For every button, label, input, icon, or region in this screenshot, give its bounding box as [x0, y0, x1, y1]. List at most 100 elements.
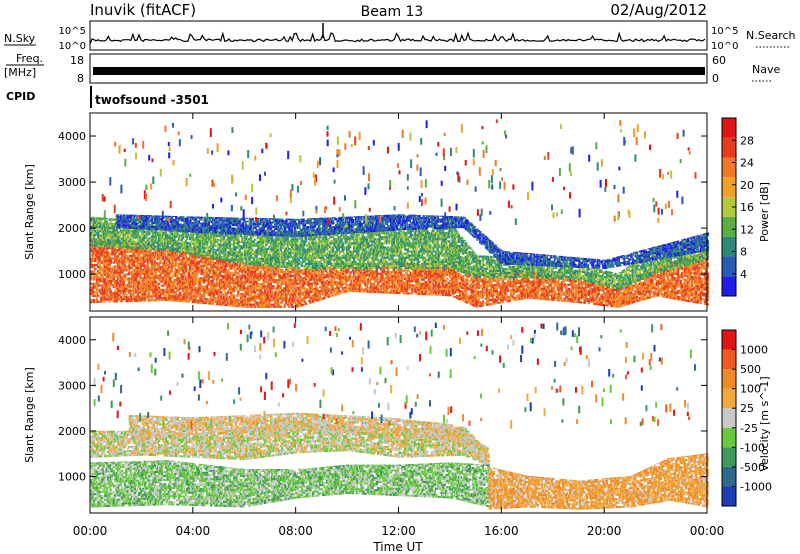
nsearch-tick-top: 10^5 [711, 26, 738, 37]
heat-cell-0 [364, 280, 366, 282]
heat-cell-0 [421, 291, 423, 293]
heat-cell-0 [223, 289, 225, 291]
heat-cell-0 [346, 272, 348, 274]
heat-cell-0 [169, 293, 171, 295]
heat-cell-0 [123, 282, 125, 284]
heat-cell-0 [203, 273, 205, 275]
heat-cell-0 [377, 287, 379, 289]
heat-cell-0 [350, 271, 352, 273]
heat-cell-0 [284, 291, 286, 293]
heat-cell-0 [442, 284, 444, 286]
heat-cell-0 [364, 278, 366, 280]
heat-cell-0 [280, 285, 282, 287]
heat-cell-0 [202, 271, 204, 273]
heat-cell-0 [507, 280, 509, 282]
heat-cell-0 [292, 289, 294, 291]
heat-cell-0 [124, 253, 126, 255]
heat-cell-0 [159, 297, 161, 299]
heat-cell-0 [243, 306, 245, 308]
heat-cell-0 [432, 287, 434, 289]
heat-cell-0 [332, 295, 334, 297]
heat-cell-0 [493, 294, 495, 296]
heat-cell-0 [189, 282, 191, 284]
heat-cell-0 [152, 258, 154, 260]
heat-cell-0 [559, 291, 561, 293]
heat-cell-0 [265, 279, 267, 281]
heat-cell-0 [219, 273, 221, 275]
heat-cell-0 [558, 299, 560, 301]
heat-cell-0 [404, 276, 406, 278]
heat-cell-0 [366, 272, 368, 274]
heat-cell-0 [352, 278, 354, 280]
heat-cell-0 [130, 284, 132, 286]
heat-cell-0 [311, 287, 313, 289]
heat-cell-0 [366, 286, 368, 288]
heat-cell-0 [212, 280, 214, 282]
heat-cell-0 [482, 280, 484, 282]
heat-cell-0 [554, 291, 556, 293]
heat-cell-0 [185, 276, 187, 278]
heat-cell-0 [436, 279, 438, 281]
heat-cell-0 [171, 268, 173, 270]
heat-cell-0 [135, 277, 137, 279]
heat-cell-0 [311, 272, 313, 274]
heat-cell-0 [216, 293, 218, 295]
heat-cell-0 [213, 276, 215, 278]
heat-cell-0 [425, 271, 427, 273]
heat-cell-0 [277, 302, 279, 304]
heat-cell-0 [482, 296, 484, 298]
heat-cell-0 [278, 273, 280, 275]
heat-cell-0 [492, 293, 494, 295]
heat-cell-0 [264, 289, 266, 291]
heat-cell-0 [96, 293, 98, 295]
heat-cell-0 [244, 267, 246, 269]
heat-cell-0 [227, 269, 229, 271]
heat-cell-0 [203, 265, 205, 267]
heat-cell-0 [210, 262, 212, 264]
heat-cell-0 [502, 281, 504, 283]
heat-cell-0 [216, 281, 218, 283]
heat-cell-0 [251, 269, 253, 271]
heat-cell-0 [250, 300, 252, 302]
heat-cell-0 [100, 272, 102, 274]
heat-cell-0 [545, 280, 547, 282]
heat-cell-0 [237, 272, 239, 274]
heat-cell-0 [400, 282, 402, 284]
heat-cell-0 [173, 256, 175, 258]
heat-cell-0 [185, 298, 187, 300]
heat-cell-0 [159, 279, 161, 281]
heat-cell-0 [110, 260, 112, 262]
heat-cell-0 [110, 290, 112, 292]
heat-cell-0 [107, 299, 109, 301]
heat-cell-0 [183, 284, 185, 286]
heat-cell-0 [507, 288, 509, 290]
heat-cell-0 [100, 301, 102, 303]
heat-cell-0 [186, 268, 188, 270]
heat-cell-0 [284, 275, 286, 277]
heat-cell-0 [294, 298, 296, 300]
heat-cell-0 [229, 304, 231, 306]
heat-cell-0 [145, 291, 147, 293]
heat-cell-0 [391, 277, 393, 279]
heat-cell-0 [285, 302, 287, 304]
heat-cell-0 [420, 289, 422, 291]
heat-cell-0 [354, 270, 356, 272]
heat-cell-0 [275, 289, 277, 291]
heat-cell-0 [97, 282, 99, 284]
heat-cell-0 [380, 289, 382, 291]
heat-cell-0 [93, 279, 95, 281]
heat-cell-0 [104, 274, 106, 276]
heat-cell-0 [346, 290, 348, 292]
heat-cell-0 [459, 274, 461, 276]
heat-cell-0 [531, 295, 533, 297]
heat-cell-0 [227, 271, 229, 273]
heat-cell-0 [395, 290, 397, 292]
heat-cell-0 [114, 253, 116, 255]
heat-cell-0 [231, 278, 233, 280]
heat-cell-0 [118, 274, 120, 276]
heat-cell-0 [477, 299, 479, 301]
heat-cell-0 [551, 293, 553, 295]
heat-cell-0 [227, 290, 229, 292]
heat-cell-0 [121, 267, 123, 269]
heat-cell-0 [319, 292, 321, 294]
